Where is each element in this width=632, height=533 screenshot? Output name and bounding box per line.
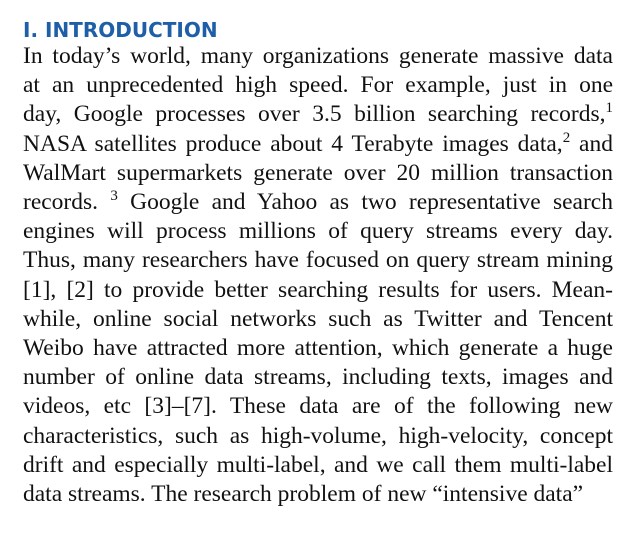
paragraph-line: characteristics, such as high-volume, hi… bbox=[23, 422, 613, 451]
text-run: videos, etc [3]–[7]. These data are of t… bbox=[23, 393, 613, 420]
paragraph-line: number of online data streams, including… bbox=[23, 363, 613, 392]
footnote-marker: 1 bbox=[605, 100, 614, 117]
text-run: Thus, many researchers have focused on q… bbox=[23, 247, 613, 274]
text-run: characteristics, such as high-volume, hi… bbox=[23, 422, 613, 449]
text-run: In today’s world, many organizations gen… bbox=[23, 43, 613, 69]
paragraph-line: day, Google processes over 3.5 billion s… bbox=[23, 100, 613, 129]
paragraph-line: In today’s world, many organizations gen… bbox=[23, 42, 613, 71]
paragraph-line: WalMart supermarkets generate over 20 mi… bbox=[23, 159, 613, 188]
text-run: number of online data streams, including… bbox=[23, 364, 613, 391]
text-run: drift and especially multi-label, and we… bbox=[23, 451, 613, 478]
text-run: engines will process millions of query s… bbox=[23, 218, 613, 245]
paragraph-line: Weibo have attracted more attention, whi… bbox=[23, 334, 613, 363]
text-run: and bbox=[570, 130, 613, 157]
paragraph-line: videos, etc [3]–[7]. These data are of t… bbox=[23, 392, 613, 421]
paragraph-line: [1], [2] to provide better searching res… bbox=[23, 276, 613, 305]
text-run: day, Google processes over 3.5 billion s… bbox=[23, 101, 606, 128]
text-run: while, online social networks such as Tw… bbox=[23, 305, 613, 332]
paragraph-line: at an unprecedented high speed. For exam… bbox=[23, 71, 613, 100]
introduction-paragraph: In today’s world, many organizations gen… bbox=[23, 42, 613, 509]
paragraph-line: engines will process millions of query s… bbox=[23, 217, 613, 246]
paragraph-line: drift and especially multi-label, and we… bbox=[23, 451, 613, 480]
footnote-marker: 2 bbox=[562, 129, 571, 146]
text-run: Weibo have attracted more attention, whi… bbox=[23, 335, 613, 362]
text-run: WalMart supermarkets generate over 20 mi… bbox=[23, 159, 613, 186]
text-run: at an unprecedented high speed. For exam… bbox=[23, 72, 613, 99]
text-run: [1], [2] to provide better searching res… bbox=[23, 276, 613, 303]
text-run: data streams. The research problem of ne… bbox=[23, 481, 584, 508]
paragraph-line: Thus, many researchers have focused on q… bbox=[23, 246, 613, 275]
footnote-marker: 3 bbox=[110, 188, 118, 205]
section-heading: I. INTRODUCTION bbox=[23, 18, 218, 42]
paragraph-line: data streams. The research problem of ne… bbox=[23, 480, 613, 509]
text-run: records. bbox=[23, 189, 111, 216]
text-run: NASA satellites produce about 4 Terabyte… bbox=[23, 130, 563, 157]
text-run: Google and Yahoo as two representative s… bbox=[117, 189, 613, 216]
paragraph-line: while, online social networks such as Tw… bbox=[23, 305, 613, 334]
paper-page: I. INTRODUCTION In today’s world, many o… bbox=[23, 18, 613, 509]
paragraph-line: NASA satellites produce about 4 Terabyte… bbox=[23, 130, 613, 159]
paragraph-line: records. 3 Google and Yahoo as two repre… bbox=[23, 188, 613, 217]
